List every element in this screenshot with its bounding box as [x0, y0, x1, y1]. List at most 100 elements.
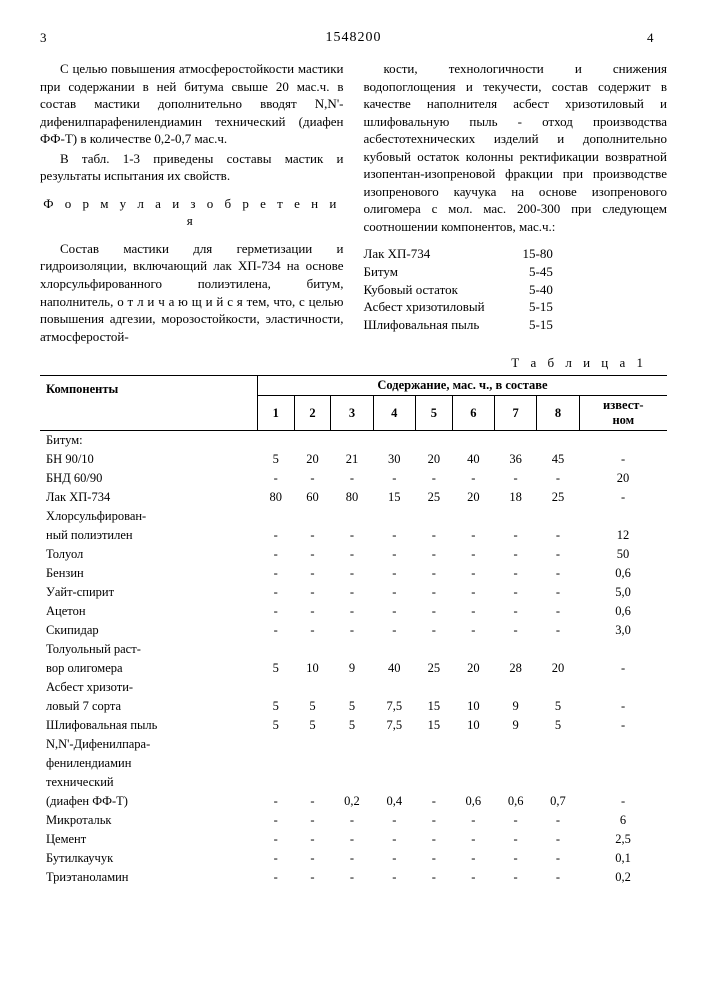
- page-header: 3 1548200 4: [40, 30, 667, 46]
- table-cell: 15: [415, 716, 452, 735]
- table-row: технический: [40, 773, 667, 792]
- right-column: кости, технологичности и снижения водопо…: [364, 58, 668, 347]
- row-label: БН 90/10: [40, 450, 257, 469]
- component-name: Асбест хризотиловый: [364, 298, 493, 316]
- table-cell: 0,2: [331, 792, 373, 811]
- table-cell: 5,0: [579, 583, 667, 602]
- table-cell: -: [494, 602, 536, 621]
- table-cell: [415, 507, 452, 526]
- table-cell: 7,5: [373, 716, 415, 735]
- table-cell: 9: [331, 659, 373, 678]
- table-cell: 12: [579, 526, 667, 545]
- table-cell: -: [415, 564, 452, 583]
- row-label: Бензин: [40, 564, 257, 583]
- row-label: Толуольный раст-: [40, 640, 257, 659]
- table-cell: -: [537, 526, 579, 545]
- table-cell: [452, 735, 494, 754]
- table-cell: -: [331, 811, 373, 830]
- table-cell: [579, 431, 667, 451]
- table-cell: [373, 640, 415, 659]
- table-cell: 7,5: [373, 697, 415, 716]
- table-cell: -: [331, 849, 373, 868]
- table-cell: [331, 507, 373, 526]
- table-cell: -: [294, 792, 331, 811]
- col-number: 1: [257, 396, 294, 431]
- table-cell: 5: [294, 697, 331, 716]
- table-cell: [494, 640, 536, 659]
- table-cell: 5: [537, 716, 579, 735]
- table-cell: -: [373, 526, 415, 545]
- page-num-left: 3: [40, 30, 60, 46]
- table-cell: [537, 507, 579, 526]
- component-name: Лак ХП-734: [364, 245, 493, 263]
- table-row: Хлорсульфирован-: [40, 507, 667, 526]
- component-name: Битум: [364, 263, 493, 281]
- table-cell: -: [494, 811, 536, 830]
- table-cell: [294, 678, 331, 697]
- doc-number: 1548200: [326, 30, 382, 46]
- right-para-1: кости, технологичности и снижения водопо…: [364, 60, 668, 235]
- table-cell: -: [257, 811, 294, 830]
- row-label: Бутилкаучук: [40, 849, 257, 868]
- component-range: 5-15: [493, 316, 561, 334]
- table-cell: [331, 773, 373, 792]
- table-cell: -: [537, 830, 579, 849]
- table-cell: -: [579, 716, 667, 735]
- table-row: ловый 7 сорта5557,5151095-: [40, 697, 667, 716]
- table-cell: [294, 507, 331, 526]
- table-cell: -: [373, 602, 415, 621]
- table-cell: -: [415, 811, 452, 830]
- table-row: Шлифовальная пыль5557,5151095-: [40, 716, 667, 735]
- col-number: 8: [537, 396, 579, 431]
- table-cell: [373, 678, 415, 697]
- table-cell: 20: [294, 450, 331, 469]
- table-cell: 0,6: [494, 792, 536, 811]
- table-cell: -: [331, 868, 373, 887]
- table-cell: [294, 773, 331, 792]
- component-name: Шлифовальная пыль: [364, 316, 493, 334]
- table-cell: 0,6: [579, 564, 667, 583]
- table-cell: 25: [415, 488, 452, 507]
- table-cell: -: [579, 659, 667, 678]
- table-cell: -: [331, 545, 373, 564]
- two-column-body: С целью повышения атмосферостойкости мас…: [40, 58, 667, 347]
- table-cell: [452, 678, 494, 697]
- table-row: N,N'-Дифенилпара-: [40, 735, 667, 754]
- table-cell: 0,6: [579, 602, 667, 621]
- table-cell: -: [415, 583, 452, 602]
- table-cell: 10: [452, 716, 494, 735]
- table-cell: -: [415, 621, 452, 640]
- formula-heading: Ф о р м у л а и з о б р е т е н и я: [40, 195, 344, 230]
- table-cell: 0,1: [579, 849, 667, 868]
- table-cell: -: [373, 583, 415, 602]
- table-cell: -: [294, 621, 331, 640]
- table-cell: -: [294, 849, 331, 868]
- table-cell: -: [537, 469, 579, 488]
- table-cell: 80: [257, 488, 294, 507]
- table-label: Т а б л и ц а 1: [40, 355, 647, 371]
- table-row: вор олигомера51094025202820-: [40, 659, 667, 678]
- table-cell: [257, 640, 294, 659]
- table-row: Уайт-спирит--------5,0: [40, 583, 667, 602]
- table-cell: 10: [294, 659, 331, 678]
- table-row: Битум:: [40, 431, 667, 451]
- table-cell: 18: [494, 488, 536, 507]
- table-cell: -: [415, 830, 452, 849]
- table-cell: -: [537, 849, 579, 868]
- row-label: Скипидар: [40, 621, 257, 640]
- table-cell: -: [579, 450, 667, 469]
- table-cell: -: [373, 849, 415, 868]
- data-table: Компоненты Содержание, мас. ч., в состав…: [40, 375, 667, 887]
- table-cell: 0,6: [452, 792, 494, 811]
- table-cell: -: [294, 583, 331, 602]
- row-label: Асбест хризоти-: [40, 678, 257, 697]
- table-cell: [537, 773, 579, 792]
- table-cell: [331, 735, 373, 754]
- table-cell: -: [494, 621, 536, 640]
- table-cell: 5: [331, 697, 373, 716]
- table-cell: 5: [257, 716, 294, 735]
- table-cell: -: [257, 583, 294, 602]
- component-range: 15-80: [493, 245, 561, 263]
- component-range: 5-45: [493, 263, 561, 281]
- table-cell: [257, 754, 294, 773]
